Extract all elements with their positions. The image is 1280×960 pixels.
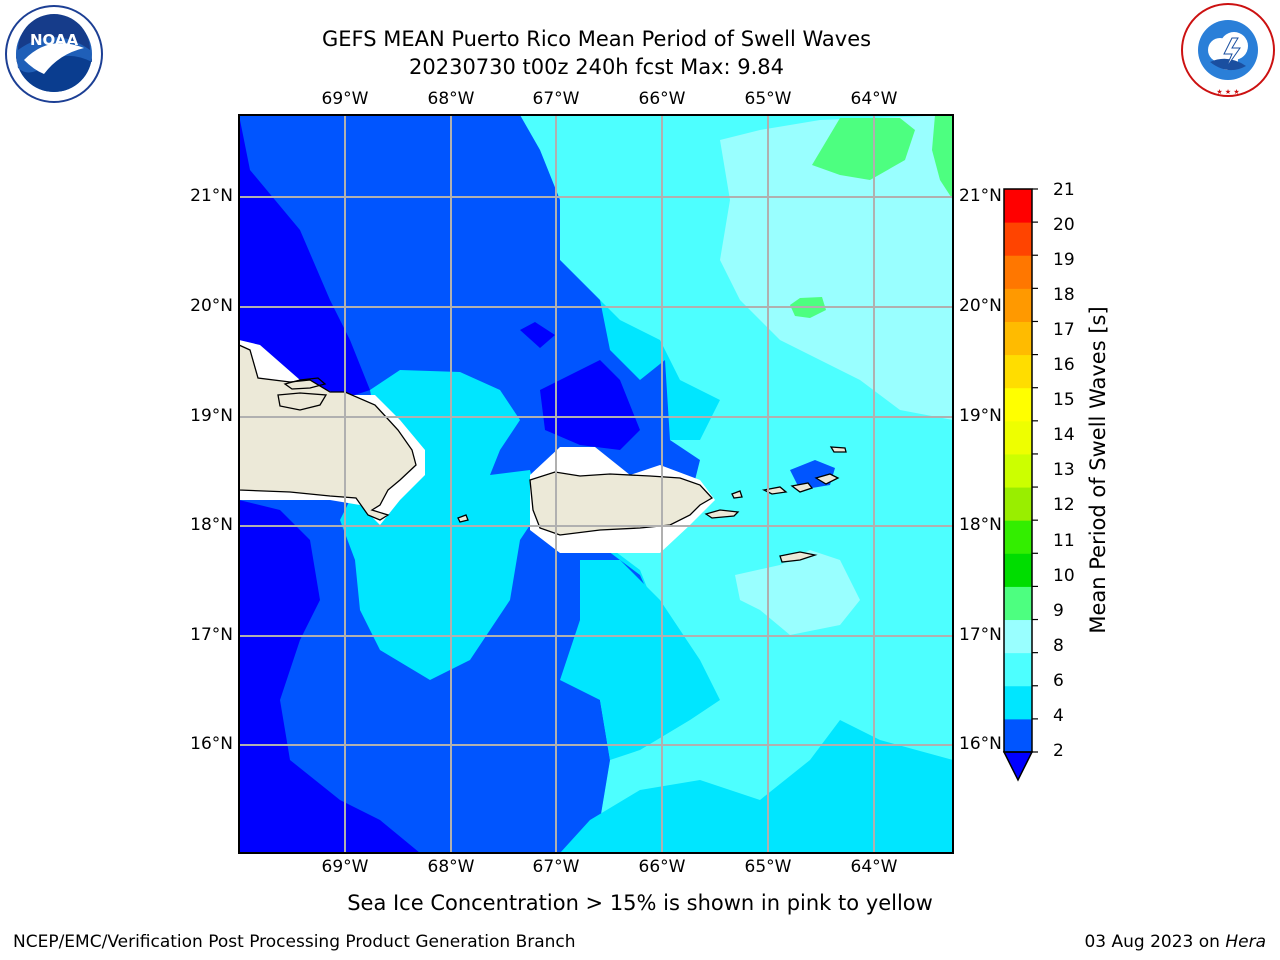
colorbar-tick: 19 [1053, 250, 1075, 270]
lat-label-left-18n: 18°N [190, 515, 233, 535]
swell-band-4-6-bottom [560, 720, 953, 853]
lon-label-top-67w: 67°W [532, 89, 580, 109]
lon-label-top-68w: 68°W [427, 89, 475, 109]
colorbar [1002, 188, 1038, 782]
colorbar-tick: 13 [1053, 460, 1075, 480]
colorbar-tick: 6 [1053, 671, 1064, 691]
swell-band-0-2-spot [520, 322, 555, 348]
land-st-croix [779, 551, 818, 563]
svg-text:★ ★ ★: ★ ★ ★ [1216, 88, 1239, 96]
lat-label-right-18n: 18°N [959, 515, 1002, 535]
colorbar-frame [1003, 188, 1033, 753]
colorbar-tick: 20 [1053, 215, 1075, 235]
lat-label-right-21n: 21°N [959, 186, 1002, 206]
lat-label-left-17n: 17°N [190, 625, 233, 645]
colorbar-extend-triangle [1002, 751, 1034, 782]
swell-band-9-10-north [812, 118, 915, 180]
land-vieques [704, 509, 740, 519]
lon-label-top-69w: 69°W [321, 89, 369, 109]
lat-label-left-16n: 16°N [190, 734, 233, 754]
land-culebra [731, 490, 743, 499]
swell-band-9-10-ne-corner [932, 115, 953, 200]
lon-label-bottom-67w: 67°W [532, 857, 580, 877]
lon-label-bottom-64w: 64°W [850, 857, 898, 877]
colorbar-swatch [1004, 586, 1032, 621]
swell-band-0-2-w [239, 500, 420, 853]
sea-ice-note: Sea Ice Concentration > 15% is shown in … [347, 891, 933, 915]
lat-label-right-17n: 17°N [959, 625, 1002, 645]
land-hispaniola-coast-detail [283, 377, 327, 390]
colorbar-tick: 17 [1053, 320, 1075, 340]
lat-label-left-20n: 20°N [190, 296, 233, 316]
footer-date: 03 Aug 2023 on Hera [1084, 932, 1266, 952]
colorbar-tick: 9 [1053, 601, 1064, 621]
colorbar-swatch [1004, 255, 1032, 289]
land-tortola [814, 473, 840, 485]
land-hispaniola [239, 344, 417, 521]
colorbar-swatch [1004, 652, 1032, 687]
colorbar-swatch [1004, 553, 1032, 587]
map-gridlines [239, 115, 953, 853]
colorbar-swatch [1004, 288, 1032, 322]
colorbar-tick: 4 [1053, 706, 1064, 726]
swell-band-8-9-ne [720, 115, 953, 420]
colorbar-swatch [1004, 387, 1032, 422]
colorbar-tick: 2 [1053, 741, 1064, 761]
lon-label-top-64w: 64°W [850, 89, 898, 109]
footer-date-text: 03 Aug 2023 on [1084, 932, 1226, 952]
colorbar-title: Mean Period of Swell Waves [s] [1086, 306, 1110, 634]
lon-label-bottom-66w: 66°W [638, 857, 686, 877]
colorbar-swatch [1004, 718, 1032, 753]
lon-label-top-66w: 66°W [638, 89, 686, 109]
colorbar-swatch [1004, 354, 1032, 389]
colorbar-swatch [1004, 619, 1032, 654]
colorbar-swatch [1004, 685, 1032, 720]
nws-logo-icon: ★ ★ ★ [1181, 3, 1275, 97]
colorbar-tick: 10 [1053, 566, 1075, 586]
colorbar-tick: 21 [1053, 180, 1075, 200]
lat-label-right-16n: 16°N [959, 734, 1002, 754]
lon-label-bottom-69w: 69°W [321, 857, 369, 877]
swell-band-4-6-se [560, 560, 720, 760]
lat-label-left-21n: 21°N [190, 186, 233, 206]
swell-band-0-2-central [540, 360, 640, 450]
noaa-logo-icon: NOAA [5, 5, 103, 103]
lon-label-bottom-68w: 68°W [427, 857, 475, 877]
land-st-john [790, 482, 814, 493]
colorbar-swatch [1004, 453, 1032, 488]
lon-label-bottom-65w: 65°W [744, 857, 792, 877]
colorbar-swatch [1004, 420, 1032, 455]
land-puerto-rico [529, 471, 714, 536]
colorbar-swatch [1004, 222, 1032, 256]
colorbar-tick: 8 [1053, 636, 1064, 656]
land-st-thomas [761, 486, 788, 495]
colorbar-tick: 16 [1053, 355, 1075, 375]
footer-branch: NCEP/EMC/Verification Post Processing Pr… [13, 932, 576, 952]
noaa-logo-text: NOAA [30, 31, 79, 49]
swell-band-0-2-nw [239, 115, 370, 400]
map-frame [238, 114, 954, 854]
lat-label-right-20n: 20°N [959, 296, 1002, 316]
colorbar-tick: 11 [1053, 531, 1075, 551]
colorbar-tick: 18 [1053, 285, 1075, 305]
land-mona [457, 514, 469, 523]
land-tortuga [277, 392, 328, 411]
colorbar-swatch [1004, 321, 1032, 356]
title-line-1: GEFS MEAN Puerto Rico Mean Period of Swe… [321, 27, 872, 51]
colorbar-tick: 14 [1053, 425, 1075, 445]
colorbar-tick: 15 [1053, 390, 1075, 410]
swell-band-8-9-se [735, 550, 860, 635]
colorbar-swatch [1004, 189, 1032, 223]
lon-label-top-65w: 65°W [744, 89, 792, 109]
colorbar-tick: 12 [1053, 495, 1075, 515]
lat-label-right-19n: 19°N [959, 406, 1002, 426]
colorbar-swatch [1004, 520, 1032, 554]
footer-host: Hera [1225, 932, 1266, 952]
land-anegada [829, 446, 847, 453]
title-line-2: 20230730 t00z 240h fcst Max: 9.84 [409, 55, 784, 79]
lat-label-left-19n: 19°N [190, 406, 233, 426]
colorbar-swatch [1004, 487, 1032, 521]
